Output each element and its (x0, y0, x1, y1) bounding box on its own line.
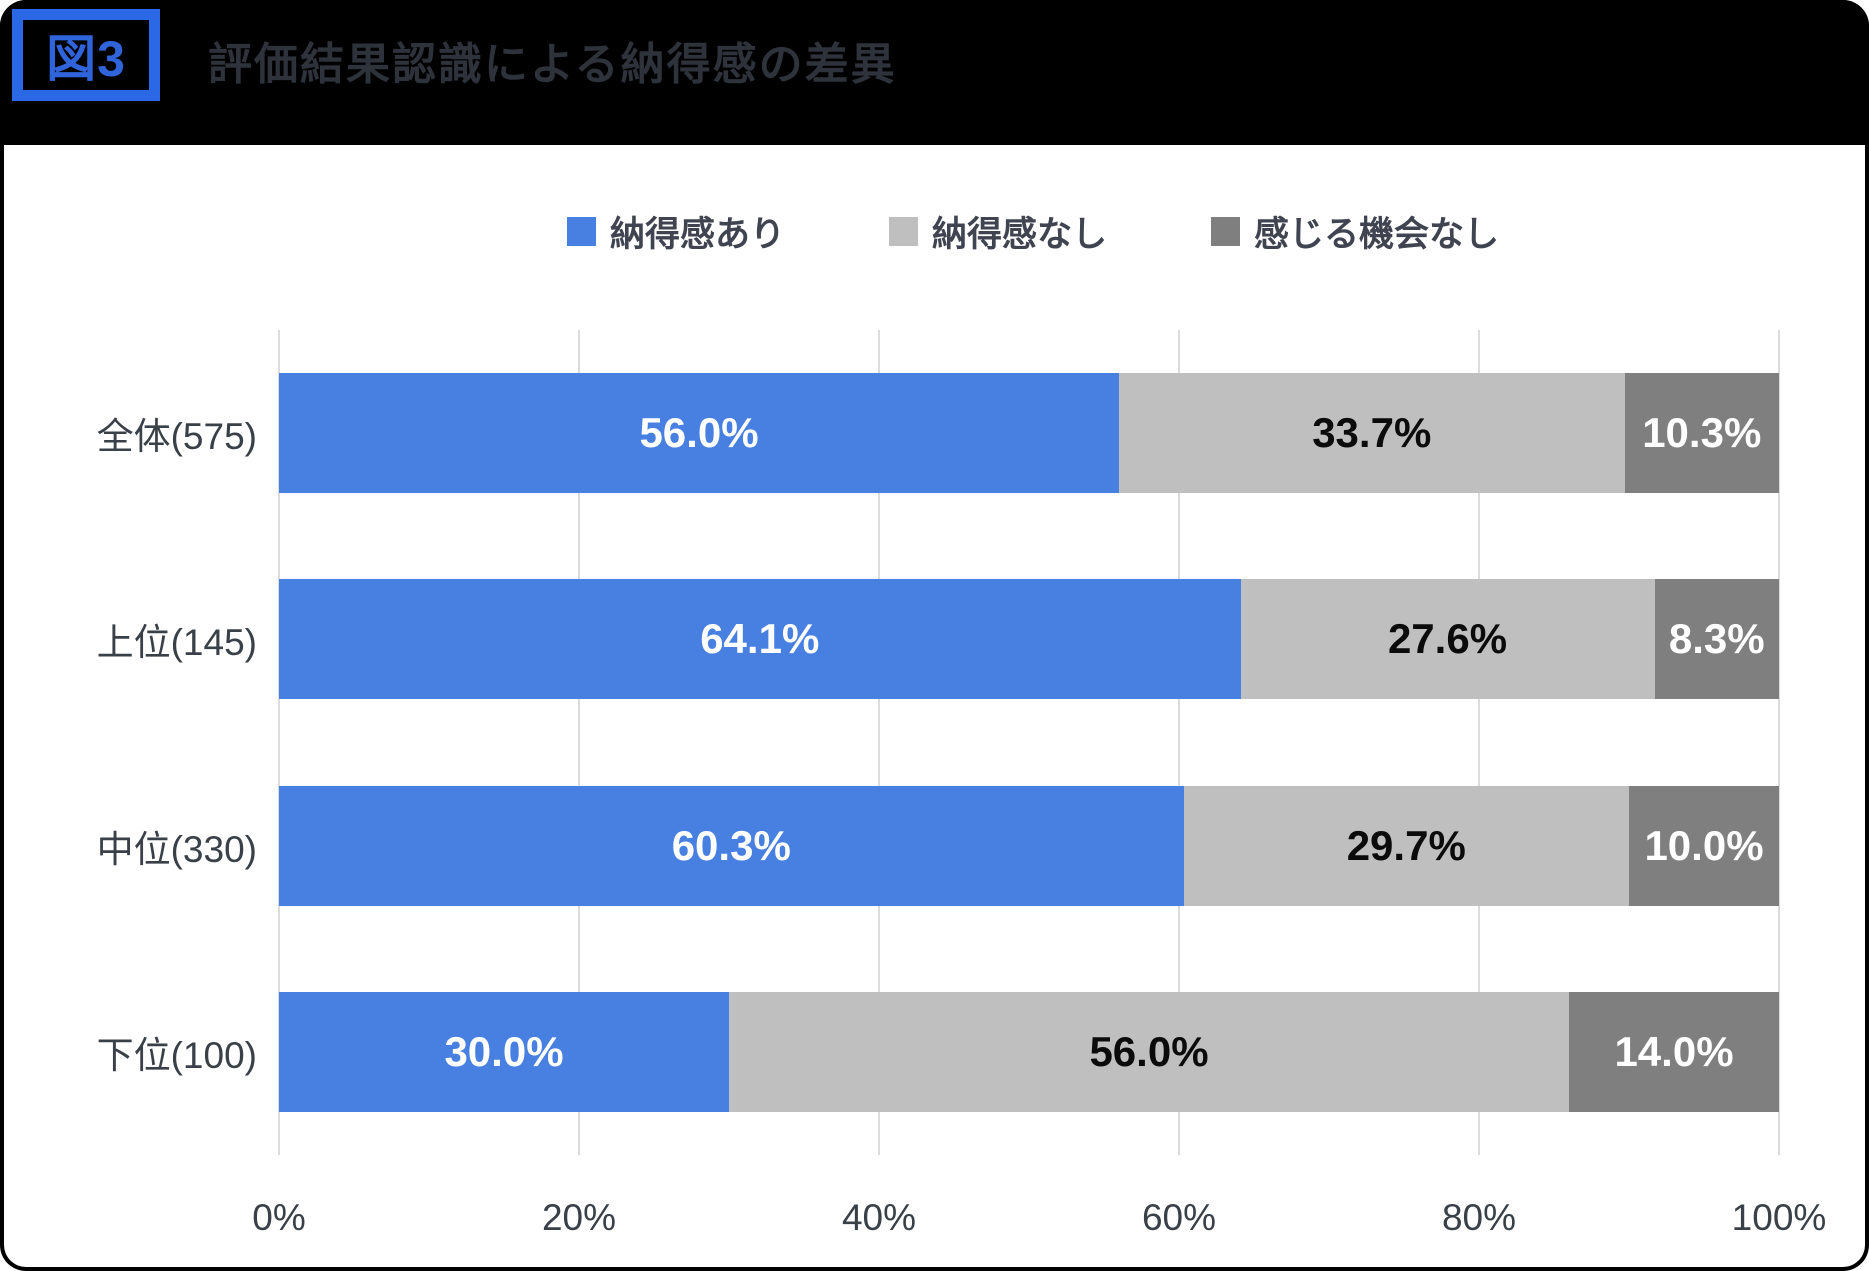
bar-segment-2: 14.0% (1569, 991, 1779, 1112)
legend-item-0: 納得感あり (566, 206, 785, 257)
bar-segment-2: 10.0% (1629, 785, 1779, 906)
chart-title: 評価結果認識による納得感の差異 (208, 40, 897, 89)
segment-value-label: 33.7% (1312, 409, 1432, 457)
legend-swatch-icon (888, 216, 918, 246)
legend-label: 納得感なし (931, 214, 1107, 254)
bar-row-3: 下位(100) 30.0% 56.0% 14.0% (97, 949, 1779, 1155)
legend: 納得感あり 納得感なし 感じる機会なし (283, 203, 1783, 259)
x-axis: 0% 20% 40% 60% 80% 100% (252, 1197, 1826, 1247)
figure-number-badge: 図3 (12, 9, 160, 101)
stacked-bar: 60.3% 29.7% 10.0% (279, 785, 1779, 906)
bar-row-0: 全体(575) 56.0% 33.7% 10.3% (97, 330, 1779, 536)
bar-segment-0: 56.0% (279, 373, 1119, 494)
x-axis-tick: 80% (1441, 1197, 1517, 1238)
segment-value-label: 64.1% (700, 615, 820, 663)
header: 図3 評価結果認識による納得感の差異 (0, 0, 1869, 145)
legend-item-2: 感じる機会なし (1211, 206, 1499, 257)
chart-panel: 納得感あり 納得感なし 感じる機会なし 全体(575) 56.0% 33.7% 10.3%… (4, 145, 1865, 1267)
bar-segment-2: 10.3% (1624, 373, 1779, 494)
category-label: 中位(330) (96, 828, 257, 870)
x-axis-tick: 60% (1141, 1197, 1217, 1238)
gridline (578, 330, 580, 1155)
segment-value-label: 27.6% (1387, 615, 1508, 663)
gridline (1178, 330, 1180, 1155)
bar-segment-1: 27.6% (1240, 579, 1655, 700)
stacked-bar: 30.0% 56.0% 14.0% (279, 991, 1779, 1112)
bar-segment-0: 64.1% (279, 579, 1241, 700)
legend-swatch-icon (566, 216, 596, 246)
gridline (1778, 330, 1780, 1155)
legend-item-1: 納得感なし (888, 206, 1107, 257)
x-axis-tick: 40% (841, 1197, 917, 1238)
legend-label: 感じる機会なし (1254, 214, 1500, 254)
segment-value-label: 8.3% (1668, 615, 1765, 663)
bar-segment-0: 30.0% (279, 991, 729, 1112)
segment-value-label: 56.0% (639, 409, 759, 457)
bar-segment-2: 8.3% (1654, 579, 1779, 700)
bar-row-1: 上位(145) 64.1% 27.6% 8.3% (97, 536, 1779, 742)
x-axis-tick: 20% (541, 1197, 617, 1238)
bar-segment-1: 29.7% (1183, 785, 1629, 906)
legend-label: 納得感あり (609, 214, 785, 254)
plot-area: 全体(575) 56.0% 33.7% 10.3% 上位(145) 64.1% 27.6% 8… (97, 330, 1826, 1238)
bar-row-2: 中位(330) 60.3% 29.7% 10.0% (97, 743, 1779, 949)
stacked-bar: 56.0% 33.7% 10.3% (279, 373, 1779, 494)
stacked-bar: 64.1% 27.6% 8.3% (279, 579, 1779, 700)
gridline (1478, 330, 1480, 1155)
category-label: 上位(145) (96, 622, 257, 664)
segment-value-label: 30.0% (444, 1027, 564, 1075)
gridline (278, 330, 280, 1155)
bar-segment-1: 33.7% (1119, 373, 1625, 494)
segment-value-label: 56.0% (1089, 1027, 1209, 1075)
x-axis-tick: 100% (1731, 1197, 1827, 1238)
category-label: 全体(575) (96, 416, 257, 458)
category-label: 下位(100) (96, 1034, 257, 1076)
bar-segment-1: 56.0% (729, 991, 1569, 1112)
bar-segment-0: 60.3% (279, 785, 1184, 906)
bar-rows: 全体(575) 56.0% 33.7% 10.3% 上位(145) 64.1% 27.6% 8… (97, 330, 1779, 1155)
legend-swatch-icon (1211, 216, 1240, 246)
x-axis-tick: 0% (252, 1197, 306, 1238)
gridline (878, 330, 880, 1155)
segment-value-label: 29.7% (1346, 821, 1466, 869)
segment-value-label: 60.3% (671, 821, 791, 869)
segment-value-label: 14.0% (1614, 1027, 1734, 1075)
segment-value-label: 10.3% (1642, 409, 1762, 457)
figure-number-label: 図3 (46, 31, 126, 87)
segment-value-label: 10.0% (1644, 821, 1764, 869)
